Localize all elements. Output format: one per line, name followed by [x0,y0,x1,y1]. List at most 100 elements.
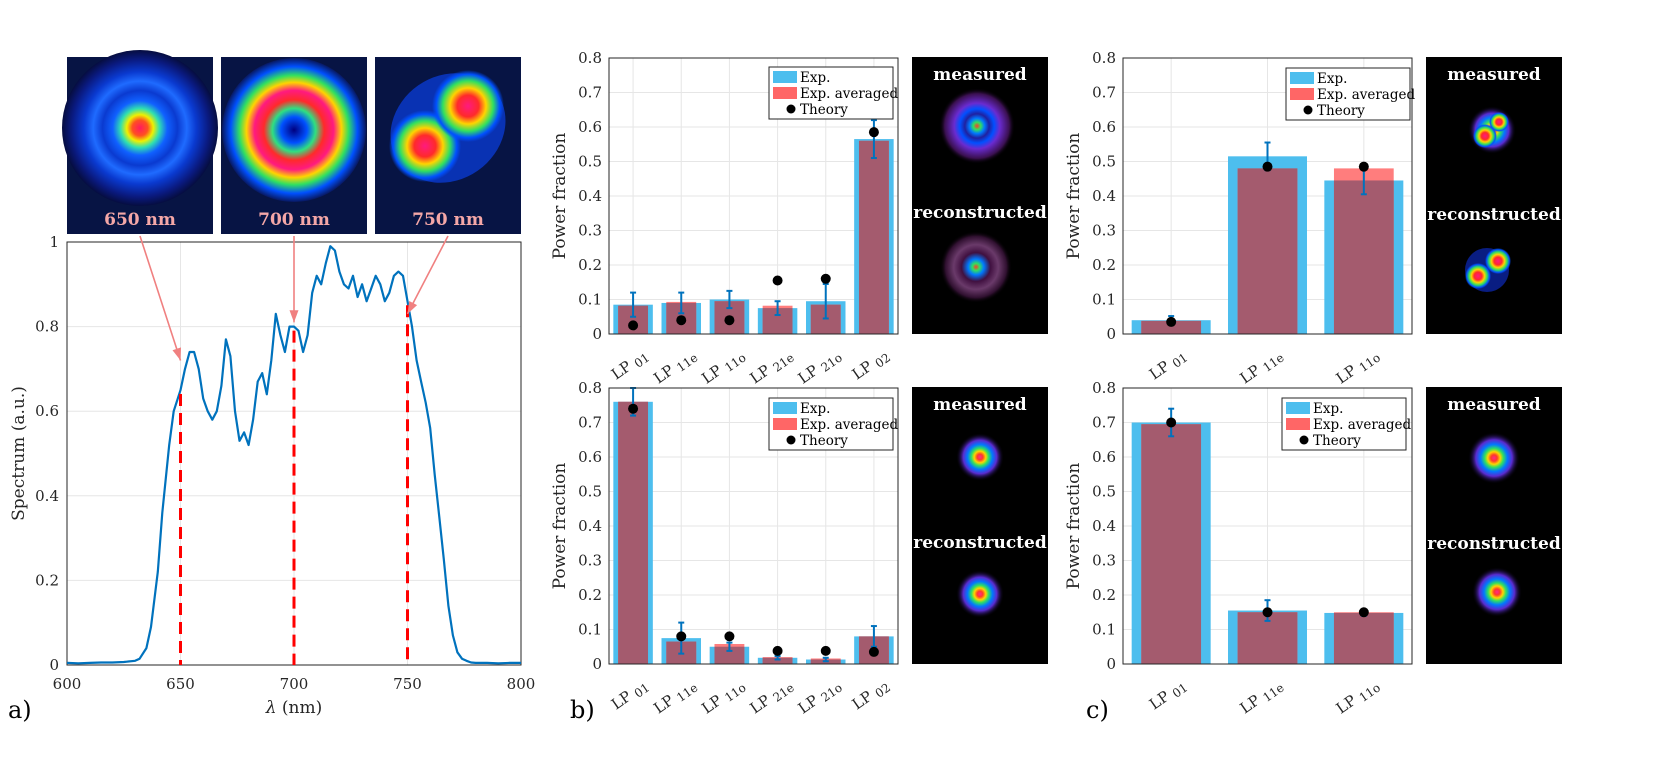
y-tick-label: 0 [592,655,602,673]
legend-label-avg: Exp. averaged [1317,87,1415,103]
image-650nm-label: 650 nm [104,210,176,230]
legend-label-exp: Exp. [1317,71,1347,87]
panel-label-a: a) [8,696,32,724]
legend-label-theory: Theory [800,102,848,118]
y-tick-label: 0.7 [1092,414,1116,432]
y-axis-label: Power fraction [1064,133,1084,260]
y-axis-label: Power fraction [1064,463,1084,590]
y-tick-label: 0.8 [578,379,602,397]
y-tick-label: 0.4 [578,517,602,535]
y-tick-label: 0.8 [35,318,59,336]
x-axis-symbol: λ [265,698,277,718]
bar-overlap [1141,424,1202,664]
y-tick-label: 0.2 [1092,586,1116,604]
y-tick-label: 0.6 [578,448,602,466]
reconstructed-label: reconstructed [913,203,1047,223]
y-tick-label: 0.8 [578,49,602,67]
y-tick-label: 0.5 [578,483,602,501]
y-tick-label: 0.4 [1092,517,1116,535]
legend-label-avg: Exp. averaged [800,86,898,102]
theory-point [628,320,639,331]
x-tick-label: 750 [393,675,422,693]
category-label: LP 21o [795,346,845,390]
plot-frame [1122,387,1413,665]
y-tick-label: 0.2 [1092,256,1116,274]
y-tick-label: 0.7 [578,84,602,102]
arrow-line [139,235,182,361]
measured-label: measured [933,65,1027,85]
legend-swatch-exp [773,71,797,83]
legend-marker-theory [786,104,796,114]
mode-image-b-top: measured reconstructed [912,57,1048,334]
x-axis-label: λ (nm) [265,698,323,718]
legend-label-exp: Exp. [800,401,830,417]
x-tick-label: 700 [280,675,309,693]
reconstructed-label: reconstructed [1427,534,1561,554]
image-700nm: 700 nm [221,57,367,234]
theory-point [820,273,831,284]
spectrum-panel: 650 nm 700 nm 750 nm 600 650 700 750 800 0 0.2… [8,50,535,724]
category-label: LP 11e [650,346,700,389]
theory-point [676,631,687,642]
theory-point [724,315,735,326]
y-tick-label: 0.5 [1092,153,1116,171]
arrow-head [172,347,181,361]
category-label: LP 11e [1237,676,1287,719]
y-tick-label: 0 [592,325,602,343]
legend-marker-theory [1303,105,1313,115]
legend-label-theory: Theory [1313,433,1361,449]
x-tick-label: 650 [166,675,195,693]
y-tick-label: 0.2 [35,571,59,589]
y-tick-label: 0.6 [1092,448,1116,466]
theory-point [1166,316,1177,327]
y-tick-label: 0 [1106,655,1116,673]
image-700nm-label: 700 nm [258,210,330,230]
y-tick-label: 0 [49,656,59,674]
arrow-line [406,235,449,315]
y-tick-label: 0.6 [35,402,59,420]
y-tick-label: 0.4 [35,487,59,505]
plot-frame [608,57,899,335]
y-axis-label: Power fraction [550,463,570,590]
y-axis-label: Spectrum (a.u.) [9,386,29,521]
theory-point [1358,607,1369,618]
panel-label-c: c) [1086,696,1109,724]
bar-overlap [1141,320,1202,334]
y-tick-label: 0.4 [578,187,602,205]
category-label: LP 11o [698,676,748,720]
category-label: LP 21e [747,346,797,389]
bar-overlap [714,646,745,664]
legend-swatch-avg [773,87,797,99]
x-axis-unit: (nm) [277,698,323,718]
y-tick-label: 0.1 [578,291,602,309]
y-tick-label: 0.6 [1092,118,1116,136]
x-tick-label: 600 [53,675,82,693]
measured-label: measured [1447,65,1541,85]
category-label: LP 11o [1333,676,1383,720]
theory-point [772,275,783,286]
theory-point [676,315,687,326]
y-tick-label: 1 [49,233,59,251]
measured-label: measured [1447,395,1541,415]
legend-swatch-avg [1290,88,1314,100]
image-750nm-label: 750 nm [412,210,484,230]
theory-point [1358,161,1369,172]
mode-image-b-bottom: measured reconstructed [912,387,1048,664]
legend-label-avg: Exp. averaged [1313,417,1411,433]
category-label: LP 02 [849,676,893,715]
y-tick-label: 0.2 [578,586,602,604]
bar-overlap [1237,168,1298,334]
bar-overlap [858,140,889,334]
category-label: LP 21o [795,676,845,720]
legend-label-exp: Exp. [800,70,830,86]
measured-label: measured [933,395,1027,415]
y-tick-label: 0.1 [578,621,602,639]
theory-point [628,403,639,414]
y-tick-label: 0.2 [578,256,602,274]
category-label: LP 11e [650,676,700,719]
panel-label-b: b) [570,696,595,724]
y-tick-label: 0.8 [1092,379,1116,397]
